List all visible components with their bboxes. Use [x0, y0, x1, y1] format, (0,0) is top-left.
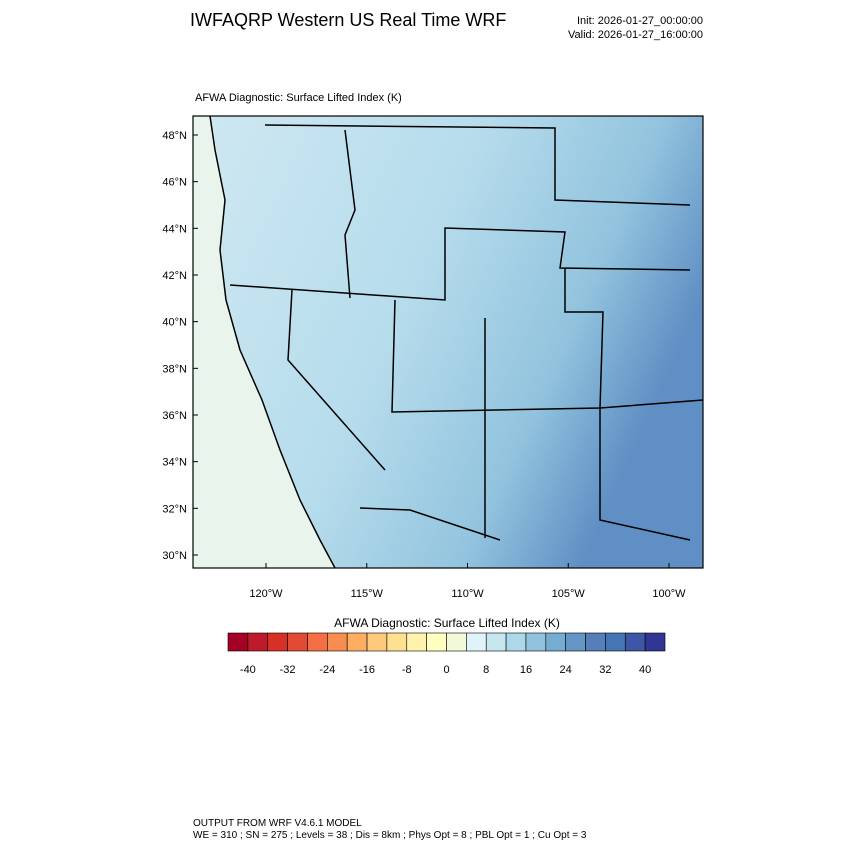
- colorbar-box: [227, 632, 249, 652]
- lon-label: 100°W: [652, 588, 686, 600]
- state-borders: [209, 115, 704, 569]
- colorbar-label: 40: [639, 664, 651, 676]
- colorbar-box: [327, 632, 348, 652]
- colorbar-box: [307, 632, 328, 652]
- lon-label: 120°W: [249, 588, 283, 600]
- lat-label: 42°N: [162, 270, 187, 282]
- colorbar-label: 24: [560, 664, 572, 676]
- axes: 48°N 46°N 44°N 42°N 40°N 38°N 36°N 34°N 32°N 30°N…: [162, 130, 686, 600]
- colorbar-box: [406, 632, 427, 652]
- colorbar-box: [505, 632, 527, 652]
- lat-label: 36°N: [162, 410, 187, 422]
- lon-label: 110°W: [451, 588, 484, 600]
- colorbar-box: [247, 632, 269, 652]
- lon-label: 105°W: [552, 588, 586, 600]
- lon-label: 115°W: [351, 588, 384, 600]
- colorbar-title: AFWA Diagnostic: Surface Lifted Index (K…: [334, 616, 560, 630]
- lat-label: 48°N: [162, 130, 187, 142]
- lat-label: 44°N: [162, 223, 187, 235]
- colorbar-box: [565, 632, 586, 652]
- colorbar-box: [287, 632, 308, 652]
- colorbar-label: -16: [359, 664, 375, 676]
- colorbar-box: [386, 632, 408, 652]
- colorbar-label: -24: [319, 664, 335, 676]
- title: IWFAQRP Western US Real Time WRF: [190, 10, 506, 30]
- colorbar-label: 16: [520, 664, 532, 676]
- colorbar-box: [466, 632, 487, 652]
- lat-label: 40°N: [162, 317, 187, 329]
- footer-line: OUTPUT FROM WRF V4.6.1 MODEL: [193, 818, 362, 829]
- plot-subtitle: AFWA Diagnostic: Surface Lifted Index (K…: [195, 92, 402, 104]
- colorbar-box: [366, 632, 388, 652]
- lat-label: 32°N: [162, 503, 187, 515]
- colorbar-label: 32: [599, 664, 611, 676]
- map-frame: [192, 115, 704, 569]
- colorbar-box: [624, 632, 646, 652]
- colorbar-label: 0: [443, 664, 449, 676]
- colorbar-box: [485, 632, 507, 652]
- ocean: [193, 116, 335, 568]
- colorbar-box: [426, 632, 447, 652]
- valid-time: Valid: 2026-01-27_16:00:00: [568, 29, 703, 41]
- lat-label: 38°N: [162, 363, 187, 375]
- colorbar-box: [545, 632, 566, 652]
- colorbar-box: [267, 632, 288, 652]
- colorbar-label: 8: [483, 664, 489, 676]
- colorbar-label: -40: [240, 664, 256, 676]
- map: [192, 115, 704, 569]
- colorbar-box: [585, 632, 606, 652]
- footer-line: WE = 310 ; SN = 275 ; Levels = 38 ; Dis …: [193, 830, 587, 841]
- colorbar-label: -8: [402, 664, 412, 676]
- colorbar-box: [346, 632, 368, 652]
- colorbar: -40 -32 -24 -16 -8 0 8 16 24 32 40: [227, 632, 666, 676]
- colorbar-box: [644, 632, 666, 652]
- colorbar-box: [446, 632, 467, 652]
- colorbar-box: [605, 632, 626, 652]
- lat-label: 34°N: [162, 457, 187, 469]
- colorbar-box: [525, 632, 547, 652]
- colorbar-label: -32: [280, 664, 296, 676]
- lat-label: 30°N: [162, 550, 187, 562]
- init-time: Init: 2026-01-27_00:00:00: [577, 15, 703, 27]
- lat-label: 46°N: [162, 177, 187, 189]
